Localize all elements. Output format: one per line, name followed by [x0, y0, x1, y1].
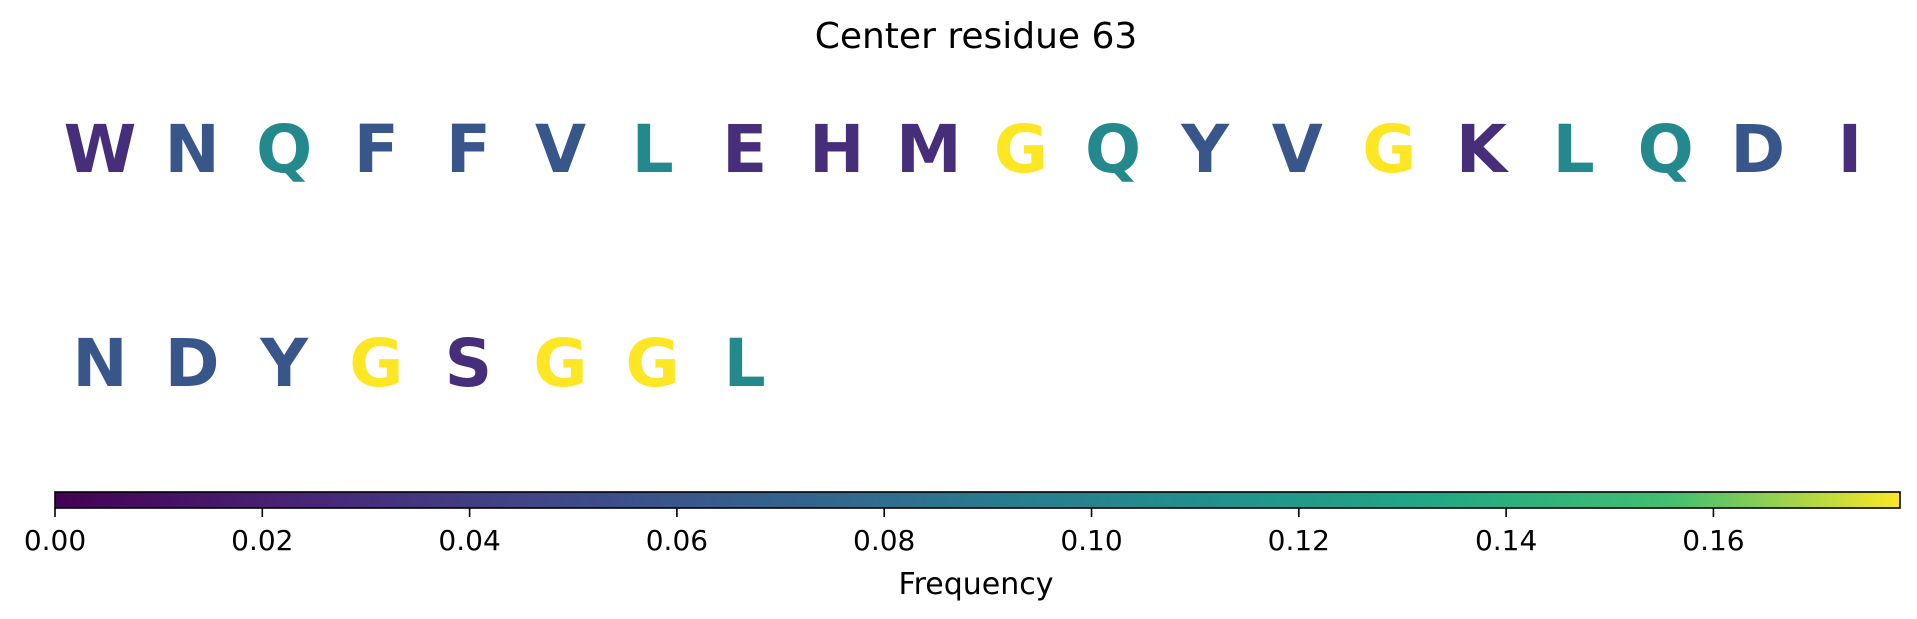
colorbar: 0.00 0.02 0.04 0.06 0.08 0.10 0.12 0.14 0.16	[24, 491, 1901, 557]
residue-letter: E	[722, 111, 767, 188]
residue-letter: Y	[1180, 111, 1230, 188]
residue-letter: F	[354, 111, 399, 188]
residue-letter: L	[1553, 111, 1595, 188]
residue-letter: N	[164, 111, 219, 188]
colorbar-tick-label: 0.08	[853, 524, 915, 557]
residue-letter: Q	[1638, 111, 1694, 188]
residue-letter: Y	[259, 325, 309, 402]
residue-letter: M	[896, 111, 962, 188]
chart-title: Center residue 63	[815, 16, 1138, 57]
colorbar-tick-label: 0.12	[1268, 524, 1330, 557]
residue-letter: Q	[256, 111, 312, 188]
residue-letter: L	[632, 111, 674, 188]
colorbar-tick-label: 0.16	[1682, 524, 1744, 557]
residue-letter: I	[1838, 111, 1863, 188]
residue-letter: V	[1272, 111, 1323, 188]
residue-letter: D	[165, 325, 220, 402]
residue-letter: F	[446, 111, 491, 188]
residue-letters: W N Q F F V L E H M G Q Y V G K L Q D IN D Y G S G G L	[64, 111, 1863, 402]
residue-letter: L	[724, 325, 766, 402]
residue-letter: W	[64, 111, 137, 188]
residue-letter: D	[1730, 111, 1785, 188]
residue-letter: G	[533, 325, 587, 402]
colorbar-label: Frequency	[899, 567, 1054, 602]
colorbar-tick-label: 0.02	[231, 524, 293, 557]
residue-letter: V	[535, 111, 586, 188]
residue-letter: G	[994, 111, 1048, 188]
colorbar-tick-label: 0.14	[1475, 524, 1537, 557]
residue-letter: G	[349, 325, 403, 402]
residue-letter: Q	[1085, 111, 1141, 188]
residue-letter: N	[72, 325, 127, 402]
colorbar-gradient	[55, 492, 1900, 508]
colorbar-tick-label: 0.04	[438, 524, 500, 557]
colorbar-ticks: 0.00 0.02 0.04 0.06 0.08 0.10 0.12 0.14 0.16	[24, 508, 1745, 557]
colorbar-tick-label: 0.00	[24, 524, 86, 557]
residue-letter: G	[626, 325, 680, 402]
residue-letter: H	[809, 111, 864, 188]
residue-letter: G	[1362, 111, 1416, 188]
colorbar-frame	[54, 491, 1901, 509]
residue-letter: K	[1456, 111, 1510, 188]
colorbar-tick-label: 0.06	[646, 524, 708, 557]
colorbar-tick-label: 0.10	[1060, 524, 1122, 557]
residue-letter: S	[445, 325, 493, 402]
